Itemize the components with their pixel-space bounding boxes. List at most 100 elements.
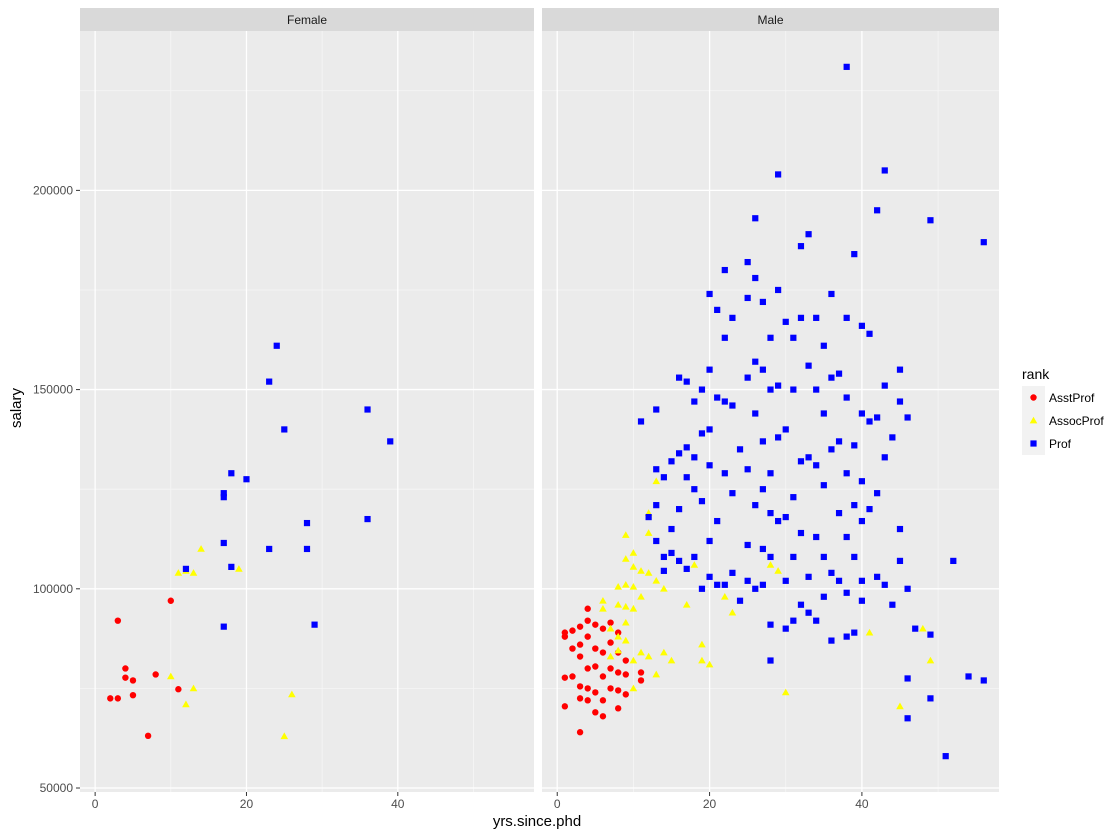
data-point-prof [714,306,721,314]
data-point-prof [668,525,675,533]
data-point-prof [653,537,660,545]
data-point-prof [767,386,774,393]
data-point-prof [828,446,835,453]
data-point-assocprof [167,672,175,680]
data-point-prof [980,239,987,246]
data-point-asstprof [561,703,569,710]
data-point-assocprof [621,581,630,588]
data-point-prof [843,589,850,596]
data-point-asstprof [614,669,622,676]
data-point-prof [691,454,698,461]
data-point-prof [874,573,881,580]
data-point-asstprof [576,695,584,702]
data-point-prof [797,314,805,321]
data-point-asstprof [614,629,622,636]
data-point-assocprof [621,618,630,626]
data-point-prof [303,545,311,553]
data-point-prof [744,466,751,473]
data-point-prof [698,498,706,505]
data-point-prof [706,426,713,433]
data-point-prof [790,334,797,341]
data-point-prof [813,386,820,393]
x-tick-label: 0 [92,797,99,811]
data-point-assocprof [667,656,676,664]
data-point-assocprof [660,585,668,592]
data-point-prof [736,446,744,453]
data-point-assocprof [652,477,661,485]
data-point-prof [797,601,805,608]
data-point-prof [813,617,820,624]
data-point-assocprof [621,555,630,562]
data-point-assocprof [926,656,935,664]
data-point-prof [866,506,873,513]
data-point-prof [881,167,888,174]
data-point-prof [752,410,759,417]
data-point-prof [843,394,850,401]
data-point-asstprof [592,663,599,670]
data-point-assocprof [606,624,615,632]
data-point-prof [858,517,865,525]
data-point-asstprof [122,665,129,672]
data-point-asstprof [144,732,152,740]
data-point-prof [676,506,683,513]
data-point-assocprof [288,690,296,698]
data-point-prof [637,418,645,425]
data-point-asstprof [114,695,122,702]
facet-strip-label: Male [757,13,783,27]
data-point-prof [744,374,751,381]
data-point-prof [714,517,721,525]
data-point-assocprof [189,684,198,692]
data-point-prof [942,753,949,760]
data-point-prof [676,374,683,381]
data-point-assocprof [652,577,661,584]
data-point-asstprof [614,705,622,712]
data-point-prof [805,609,812,616]
data-point-assocprof [774,567,782,574]
panel-female: Female [80,8,534,792]
data-point-asstprof [599,673,607,680]
data-point-prof [767,334,774,341]
legend-item-asstprof: AsstProf [1022,386,1095,409]
axes-layer: 0 20 40 0 20 40 50000 100000 150000 200000 [33,183,869,811]
legend-marker [1029,416,1038,424]
y-tick-label: 200000 [33,183,73,197]
data-point-prof [782,513,789,521]
data-point-asstprof [576,683,584,690]
x-tick-label: 0 [554,797,561,811]
facet-strip [542,8,999,31]
data-point-asstprof [607,685,614,692]
data-point-prof [721,266,728,274]
data-point-prof [668,549,675,557]
data-point-prof [759,545,766,553]
data-point-prof [266,545,273,553]
data-point-prof [660,474,667,481]
data-point-prof [721,470,728,477]
data-point-assocprof [781,688,790,696]
data-point-assocprof [919,624,927,632]
data-point-prof [220,494,227,501]
data-point-asstprof [576,623,584,630]
data-point-prof [881,382,888,389]
data-point-prof [706,462,713,469]
data-point-prof [790,386,797,393]
data-point-prof [721,398,728,405]
data-point-prof [820,342,827,349]
data-point-prof [912,625,919,632]
data-point-prof [858,478,865,485]
data-point-prof [874,414,881,421]
data-point-prof [835,370,843,377]
data-point-prof [228,470,235,477]
data-point-prof [927,217,934,224]
data-point-prof [281,426,288,433]
data-point-prof [835,577,843,584]
data-point-assocprof [614,632,622,640]
data-point-asstprof [152,671,159,678]
data-point-asstprof [599,625,607,632]
legend-label: AsstProf [1049,391,1095,405]
data-point-assocprof [621,636,630,644]
data-point-prof [896,525,904,533]
data-point-prof [950,557,957,565]
data-point-prof [889,434,896,441]
data-point-assocprof [698,656,706,664]
data-point-prof [698,585,706,592]
